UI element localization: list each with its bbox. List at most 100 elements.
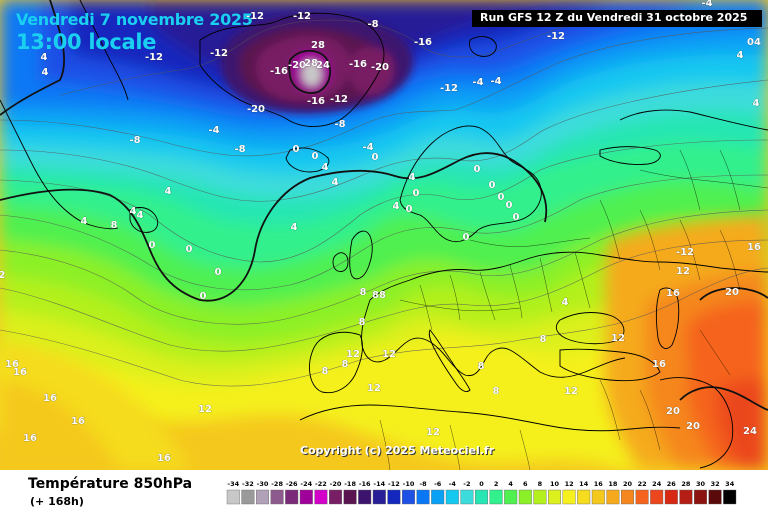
isotherm-label: 8 xyxy=(359,317,366,328)
scale-swatch xyxy=(241,489,255,505)
isotherm-label: -12 xyxy=(330,94,348,105)
color-scale: -34 -32 -30 -28 -26 -24 -22 -20 -18 -16 -14 -12 -10-… xyxy=(226,480,737,505)
scale-tick-label: 16 xyxy=(594,480,604,488)
scale-tick-label: 8 xyxy=(538,480,543,488)
isotherm-label: 4 xyxy=(165,186,172,197)
isotherm-label: 0 xyxy=(489,180,496,191)
isotherm-label: -16 xyxy=(307,96,325,107)
scale-tick-label: 4 xyxy=(508,480,513,488)
isotherm-label: -12 xyxy=(145,52,163,63)
scale-swatch xyxy=(679,489,693,505)
scale-swatch xyxy=(694,489,708,505)
scale-swatch xyxy=(635,489,649,505)
valid-date: Vendredi 7 novembre 2025 xyxy=(16,10,253,29)
isotherm-label: 0 xyxy=(474,164,481,175)
scale-tick-label: -22 xyxy=(315,480,327,488)
isotherm-label: -4 xyxy=(472,77,483,88)
isotherm-label: 16 xyxy=(43,393,57,404)
isotherm-label: 12 xyxy=(367,383,381,394)
isotherm-label: -12 xyxy=(440,83,458,94)
isotherm-label: 0 xyxy=(186,244,193,255)
scale-swatch xyxy=(460,489,474,505)
isotherm-label: 0 xyxy=(200,291,207,302)
scale-swatch xyxy=(372,489,386,505)
scale-tick-label: 2 xyxy=(494,480,499,488)
scale-swatch xyxy=(548,489,562,505)
isotherm-label: 88 xyxy=(372,290,386,301)
isotherm-label: 4 xyxy=(737,50,744,61)
isotherm-label: 16 xyxy=(157,453,171,464)
copyright-notice: Copyright (c) 2025 Meteociel.fr xyxy=(300,444,495,457)
isotherm-label: 4 xyxy=(393,201,400,212)
scale-swatch xyxy=(664,489,678,505)
scale-tick-label: 6 xyxy=(523,480,528,488)
isotherm-label: 24 xyxy=(743,426,757,437)
scale-swatch xyxy=(285,489,299,505)
temperature-field: -12-8-12-16-12404-444-12-1228-202824-16-… xyxy=(0,0,768,470)
isotherm-label: -16 xyxy=(349,59,367,70)
scale-tick-label: -12 xyxy=(388,480,400,488)
isotherm-label: 8 xyxy=(322,366,329,377)
isotherm-label: 8 xyxy=(111,220,118,231)
scale-tick-label: 20 xyxy=(623,480,633,488)
isotherm-label: 20 xyxy=(686,421,700,432)
isotherm-label: -8 xyxy=(367,19,378,30)
scale-swatch xyxy=(489,489,503,505)
isotherm-label: 0 xyxy=(312,151,319,162)
isotherm-label: 20 xyxy=(725,287,739,298)
isotherm-label: 12 xyxy=(676,266,690,277)
isotherm-label: 20 xyxy=(666,406,680,417)
isotherm-label: 12 xyxy=(611,333,625,344)
isotherm-label: -12 xyxy=(210,48,228,59)
scale-tick-label: 26 xyxy=(667,480,677,488)
isotherm-label: 8 xyxy=(360,287,367,298)
temperature-map: -12-8-12-16-12404-444-12-1228-202824-16-… xyxy=(0,0,768,470)
isotherm-label: 16 xyxy=(5,359,19,370)
isotherm-label: -20 xyxy=(371,62,389,73)
scale-swatch xyxy=(577,489,591,505)
scale-swatch xyxy=(431,489,445,505)
isotherm-label: 4 xyxy=(42,67,49,78)
isotherm-label: 12 xyxy=(564,386,578,397)
isotherm-label: 12 xyxy=(346,349,360,360)
isotherm-label: 0 xyxy=(215,267,222,278)
isotherm-label: 4 xyxy=(291,222,298,233)
scale-swatch xyxy=(314,489,328,505)
isotherm-label: 0 xyxy=(293,144,300,155)
isotherm-label: 8 xyxy=(342,359,349,370)
scale-swatch xyxy=(518,489,532,505)
scale-swatch xyxy=(387,489,401,505)
isotherm-label: -8 xyxy=(234,144,245,155)
isotherm-label: 28 xyxy=(304,58,318,69)
scale-tick-label: -8 xyxy=(419,480,427,488)
scale-tick-label: 22 xyxy=(638,480,647,488)
scale-tick-label: -30 xyxy=(257,480,269,488)
scale-swatch xyxy=(445,489,459,505)
isotherm-labels: -12-8-12-16-12404-444-12-1228-202824-16-… xyxy=(0,0,761,464)
scale-swatch xyxy=(562,489,576,505)
scale-swatch xyxy=(504,489,518,505)
isotherm-label: -4 xyxy=(701,0,712,9)
scale-tick-label: -6 xyxy=(434,480,442,488)
scale-swatch xyxy=(591,489,605,505)
isotherm-label: 4 xyxy=(41,52,48,63)
isotherm-label: 0 xyxy=(463,232,470,243)
scale-swatch xyxy=(621,489,635,505)
isotherm-label: 4 xyxy=(81,216,88,227)
isotherm-label: 16 xyxy=(652,359,666,370)
isotherm-label: -16 xyxy=(414,37,432,48)
isotherm-label: -12 xyxy=(547,31,565,42)
isotherm-label: 2 xyxy=(0,270,6,281)
scale-swatch xyxy=(256,489,270,505)
isotherm-label: -20 xyxy=(247,104,265,115)
isotherm-label: 4 xyxy=(409,172,416,183)
isotherm-label: 12 xyxy=(382,349,396,360)
scale-tick-label: 32 xyxy=(711,480,720,488)
scale-tick-label: 14 xyxy=(579,480,589,488)
isotherm-label: 4 xyxy=(137,210,144,221)
isotherm-label: 8 xyxy=(478,361,485,372)
isotherm-label: 28 xyxy=(311,40,325,51)
scale-swatch xyxy=(533,489,547,505)
isotherm-label: 4 xyxy=(562,297,569,308)
isotherm-label: -4 xyxy=(362,142,373,153)
